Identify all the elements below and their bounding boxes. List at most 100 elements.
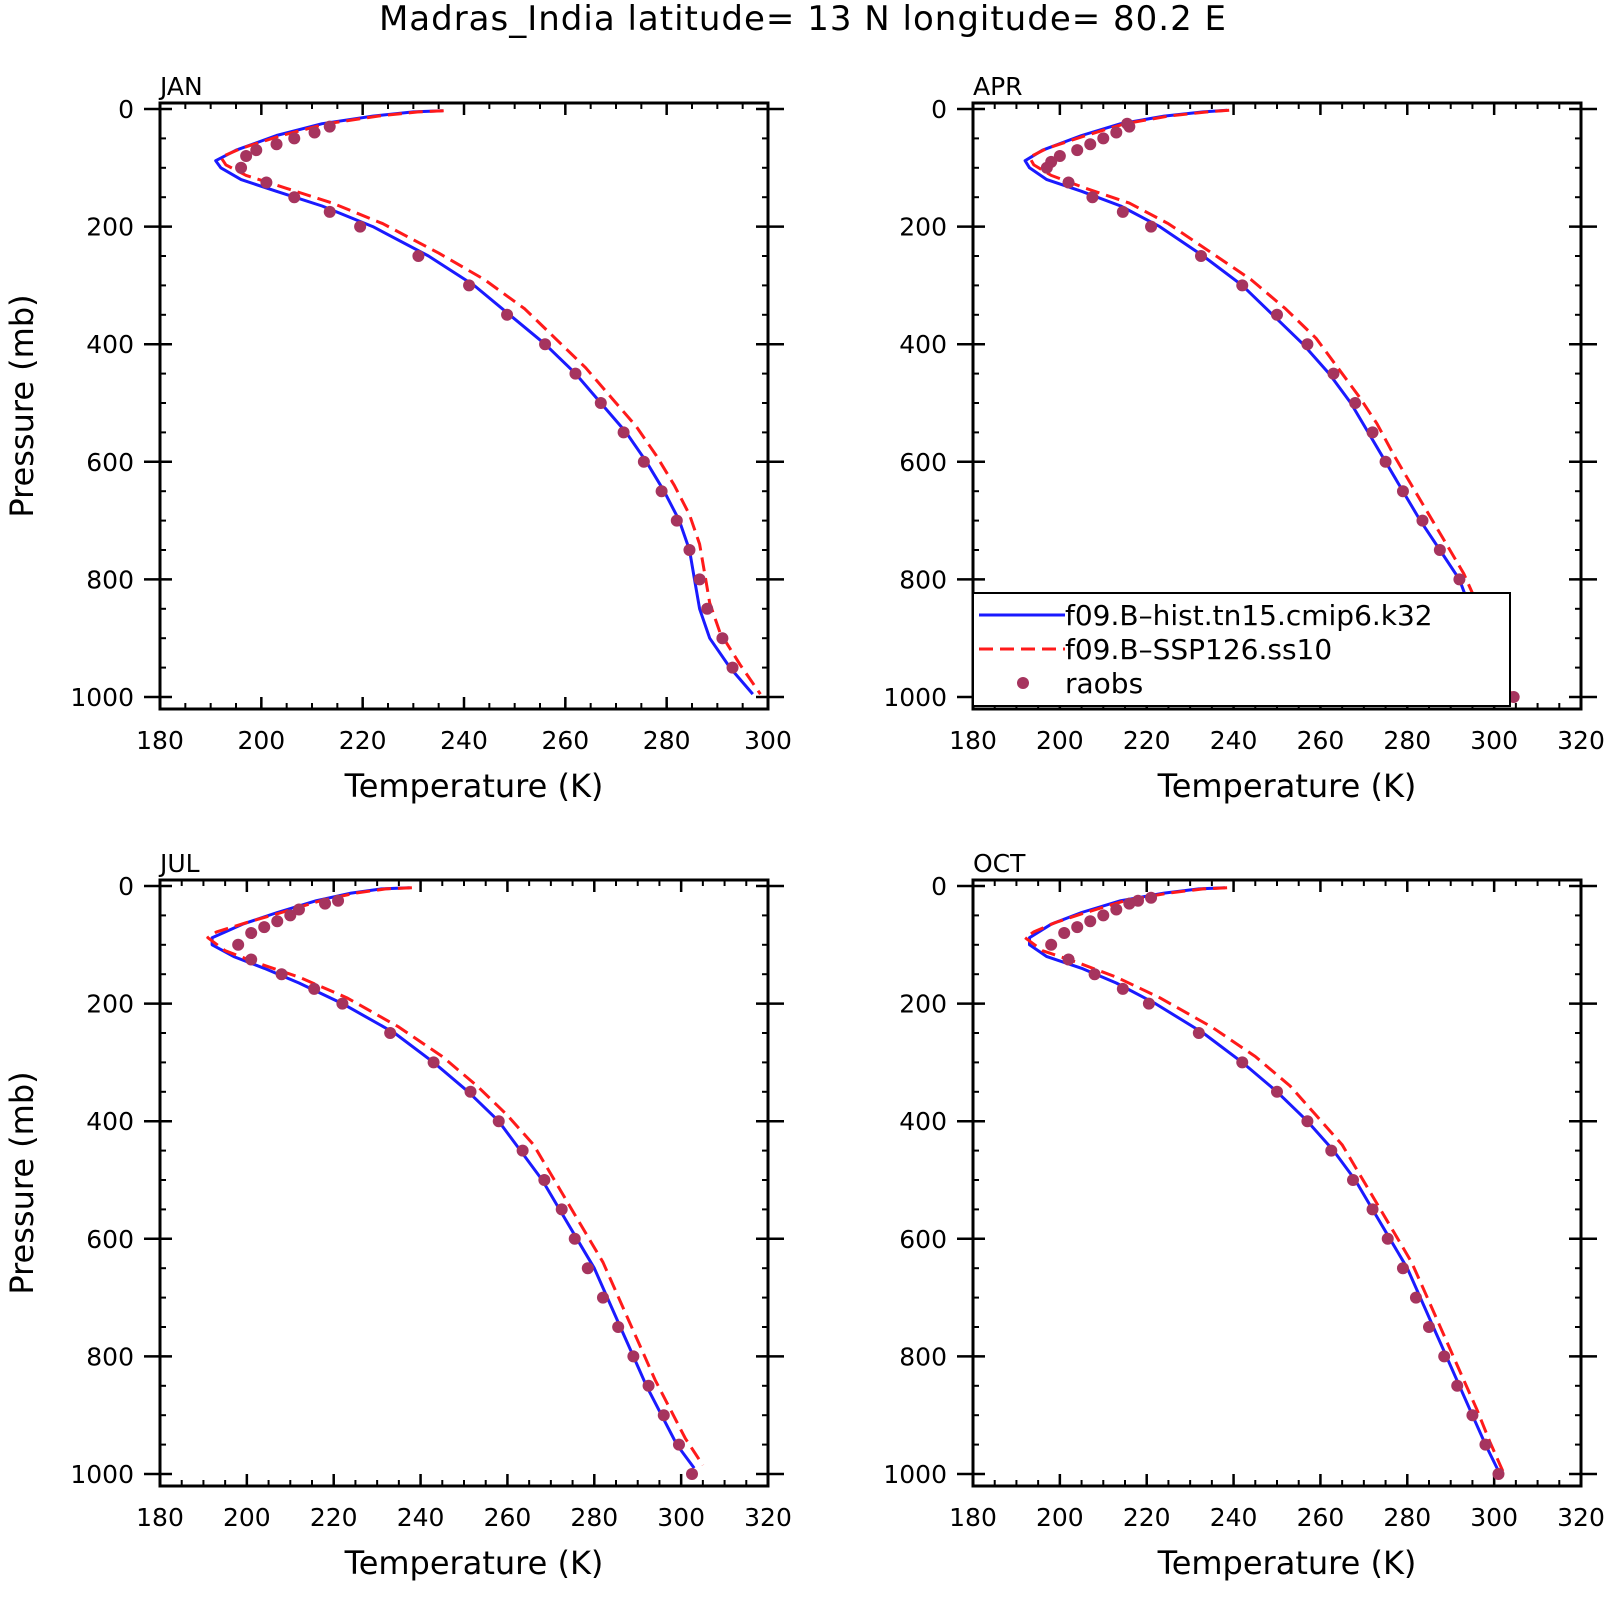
raobs-point <box>1116 982 1129 995</box>
raobs-point <box>284 909 297 922</box>
y-tick-label: 200 <box>86 990 134 1019</box>
plot-frame <box>158 878 770 1488</box>
raobs-point <box>1409 1291 1422 1304</box>
x-tick-label: 240 <box>397 1503 445 1532</box>
x-tick-label: 180 <box>136 726 184 755</box>
x-tick-label: 320 <box>1557 1503 1605 1532</box>
chart-panel-jul: JUL 180 200 220 240 260 280 300 320 0 200 400 600 800… <box>3 849 792 1582</box>
raobs-point <box>1325 1144 1338 1157</box>
raobs-point <box>1453 573 1466 586</box>
raobs-point <box>384 1027 397 1039</box>
y-tick-label: 200 <box>899 213 947 242</box>
raobs-point <box>1123 897 1136 910</box>
x-tick-label: 260 <box>1297 1503 1345 1532</box>
x-tick-label: 280 <box>1383 726 1431 755</box>
raobs-point <box>569 367 582 380</box>
legend-label: f09.B–SSP126.ss10 <box>1065 633 1332 666</box>
raobs-point <box>1433 544 1446 556</box>
legend: f09.B–hist.tn15.cmip6.k32f09.B–SSP126.ss… <box>972 592 1511 707</box>
raobs-point <box>642 1379 655 1392</box>
x-tick-label: 280 <box>570 1503 618 1532</box>
raobs-point <box>1145 220 1158 233</box>
y-tick-label: 0 <box>931 95 947 124</box>
raobs-point <box>1379 455 1392 468</box>
hist-line <box>1028 886 1500 1472</box>
raobs-point <box>1423 1321 1435 1333</box>
raobs-point <box>637 455 650 468</box>
x-axis-title: Temperature (K) <box>1157 1544 1417 1582</box>
raobs-point <box>427 1056 440 1069</box>
x-tick-label: 280 <box>1383 1503 1431 1532</box>
raobs-point <box>288 191 301 204</box>
raobs-point <box>596 1291 609 1304</box>
y-tick-label: 1000 <box>70 1460 134 1489</box>
plot-frame <box>971 878 1583 1488</box>
raobs-point <box>1062 953 1075 966</box>
y-tick-label: 400 <box>899 1107 947 1136</box>
x-tick-label: 220 <box>1123 1503 1171 1532</box>
raobs-point <box>332 894 345 907</box>
raobs-point <box>617 426 630 439</box>
raobs-point <box>336 997 349 1010</box>
raobs-point <box>538 1174 551 1186</box>
x-tick-label: 220 <box>310 1503 358 1532</box>
legend-box <box>972 592 1511 707</box>
chart-panel-jan: JAN 180 200 220 240 260 280 300 0 200 400 600 800 100… <box>3 72 792 805</box>
raobs-point <box>1301 338 1314 351</box>
x-tick-label: 200 <box>223 1503 271 1532</box>
y-tick-label: 400 <box>86 1107 134 1136</box>
x-tick-label: 280 <box>643 726 691 755</box>
raobs-point <box>594 397 607 409</box>
x-axis-title: Temperature (K) <box>344 767 604 805</box>
raobs-point <box>240 150 253 163</box>
y-tick-label: 0 <box>931 872 947 901</box>
raobs-point <box>319 897 332 910</box>
chart-panel-apr: APR 180 200 220 240 260 280 300 320 0 200 400 600 800… <box>883 72 1604 805</box>
raobs-point <box>568 1232 581 1245</box>
legend-label: f09.B–hist.tn15.cmip6.k32 <box>1065 599 1433 632</box>
raobs-point <box>1236 279 1249 292</box>
raobs-point <box>463 279 476 292</box>
x-tick-label: 260 <box>484 1503 532 1532</box>
raobs-point <box>1396 1262 1409 1275</box>
raobs-point <box>308 126 321 139</box>
x-tick-label: 300 <box>657 1503 705 1532</box>
raobs-point <box>1040 161 1053 174</box>
raobs-point <box>1236 1056 1249 1069</box>
panel-label: APR <box>973 72 1023 101</box>
raobs-point <box>260 176 273 189</box>
raobs-point <box>612 1321 625 1333</box>
raobs-point <box>555 1203 568 1216</box>
raobs-point <box>245 927 258 940</box>
raobs-point <box>726 661 739 674</box>
raobs-point <box>270 138 283 151</box>
raobs-point <box>1271 1085 1283 1098</box>
figure-title: Madras_India latitude= 13 N longitude= 8… <box>379 0 1227 39</box>
raobs-point <box>539 338 552 351</box>
y-tick-label: 600 <box>86 1225 134 1254</box>
raobs-point <box>1086 191 1099 204</box>
raobs-point <box>1327 367 1340 380</box>
raobs-point <box>701 602 714 615</box>
raobs-point <box>581 1262 594 1275</box>
x-tick-label: 300 <box>1470 726 1518 755</box>
y-tick-label: 0 <box>118 872 134 901</box>
raobs-point <box>323 205 336 218</box>
raobs-point <box>1466 1409 1479 1422</box>
y-tick-label: 200 <box>86 213 134 242</box>
y-tick-label: 0 <box>118 95 134 124</box>
x-tick-label: 300 <box>1470 1503 1518 1532</box>
x-tick-label: 260 <box>1297 726 1345 755</box>
raobs-point <box>323 120 336 133</box>
panel-label: OCT <box>973 849 1026 878</box>
raobs-point <box>1084 138 1097 151</box>
ssp126-line <box>1023 886 1505 1472</box>
ssp126-line <box>206 886 705 1467</box>
x-tick-label: 240 <box>440 726 488 755</box>
raobs-point <box>292 903 305 916</box>
raobs-point <box>516 1144 529 1157</box>
y-tick-label: 800 <box>86 1342 134 1371</box>
x-tick-label: 320 <box>744 1503 792 1532</box>
raobs-point <box>672 1438 685 1451</box>
